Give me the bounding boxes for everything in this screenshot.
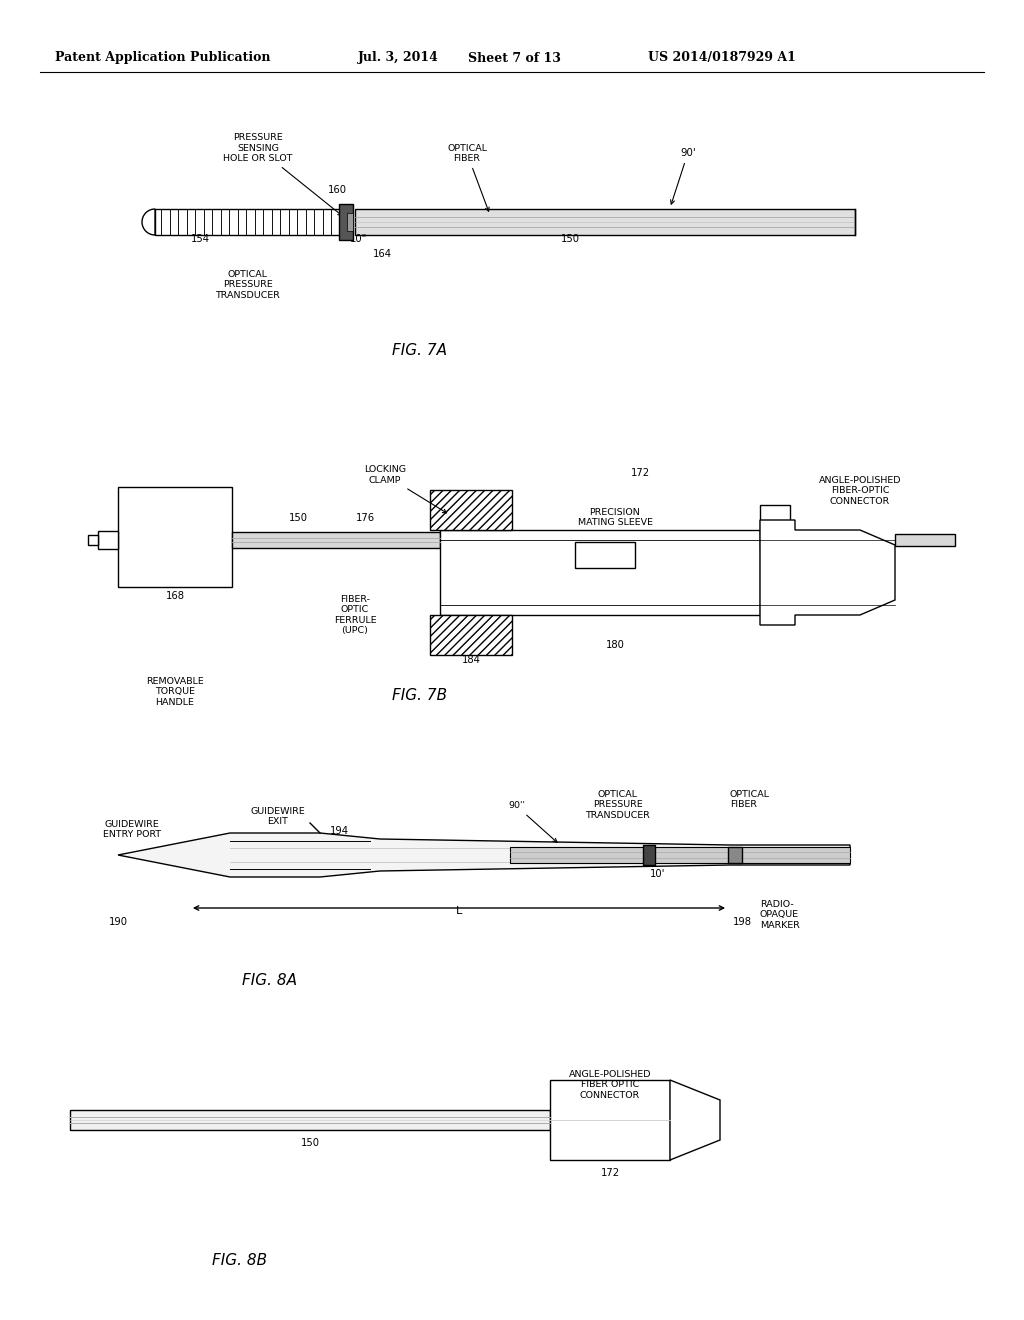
Polygon shape	[760, 520, 895, 624]
Bar	[98, 531, 118, 549]
Bar	[155, 209, 340, 235]
Bar	[895, 535, 955, 546]
Text: OPTICAL
FIBER: OPTICAL FIBER	[447, 144, 489, 211]
Text: PRECISION
MATING SLEEVE: PRECISION MATING SLEEVE	[578, 508, 652, 528]
Text: ANGLE-POLISHED
FIBER-OPTIC
CONNECTOR: ANGLE-POLISHED FIBER-OPTIC CONNECTOR	[819, 477, 901, 506]
Bar	[70, 1110, 550, 1130]
Bar	[440, 531, 760, 615]
Text: 150: 150	[560, 234, 580, 244]
Text: 172: 172	[600, 1168, 620, 1177]
Bar	[118, 487, 232, 587]
Text: 172: 172	[631, 469, 649, 478]
Text: 10": 10"	[350, 234, 368, 244]
Text: GUIDEWIRE
ENTRY PORT: GUIDEWIRE ENTRY PORT	[103, 820, 161, 840]
Text: OPTICAL
PRESSURE
TRANSDUCER: OPTICAL PRESSURE TRANSDUCER	[216, 271, 281, 300]
Text: 160: 160	[328, 185, 346, 195]
Text: US 2014/0187929 A1: US 2014/0187929 A1	[648, 51, 796, 65]
Text: 90'': 90''	[508, 801, 557, 842]
Text: OPTICAL
PRESSURE
TRANSDUCER: OPTICAL PRESSURE TRANSDUCER	[586, 789, 650, 820]
Bar	[339, 205, 353, 240]
Bar	[430, 615, 512, 655]
Bar	[347, 213, 353, 231]
Text: 190: 190	[109, 917, 128, 927]
Text: 184: 184	[462, 655, 480, 665]
Text: 176: 176	[355, 513, 375, 523]
Bar	[510, 847, 850, 863]
Bar	[550, 1080, 670, 1160]
Text: FIG. 7B: FIG. 7B	[392, 688, 447, 704]
Text: GUIDEWIRE
EXIT: GUIDEWIRE EXIT	[251, 807, 305, 826]
Bar	[728, 847, 742, 863]
Text: FIG. 8A: FIG. 8A	[243, 973, 298, 987]
Bar	[232, 532, 440, 548]
Text: 198: 198	[732, 917, 752, 927]
Text: 168: 168	[166, 591, 184, 601]
Polygon shape	[670, 1080, 720, 1160]
Bar	[355, 209, 855, 235]
Text: PRESSURE
SENSING
HOLE OR SLOT: PRESSURE SENSING HOLE OR SLOT	[223, 133, 342, 215]
Text: Patent Application Publication: Patent Application Publication	[55, 51, 270, 65]
Text: FIBER-
OPTIC
FERRULE
(UPC): FIBER- OPTIC FERRULE (UPC)	[334, 595, 376, 635]
Bar	[643, 845, 655, 865]
Text: OPTICAL
FIBER: OPTICAL FIBER	[730, 789, 770, 809]
Text: FIG. 7A: FIG. 7A	[392, 343, 447, 358]
Bar	[430, 490, 512, 531]
Text: 154: 154	[190, 234, 210, 244]
Text: FIG. 8B: FIG. 8B	[212, 1253, 267, 1269]
Text: Sheet 7 of 13: Sheet 7 of 13	[468, 51, 561, 65]
Text: RADIO-
OPAQUE
MARKER: RADIO- OPAQUE MARKER	[760, 900, 800, 929]
Wedge shape	[142, 209, 155, 235]
Text: 150: 150	[300, 1138, 319, 1148]
Text: 150: 150	[289, 513, 307, 523]
Text: LOCKING
CLAMP: LOCKING CLAMP	[364, 465, 446, 513]
Text: REMOVABLE
TORQUE
HANDLE: REMOVABLE TORQUE HANDLE	[146, 677, 204, 706]
Bar	[575, 543, 635, 568]
Text: ANGLE-POLISHED
FIBER OPTIC
CONNECTOR: ANGLE-POLISHED FIBER OPTIC CONNECTOR	[568, 1071, 651, 1100]
Bar	[760, 506, 790, 550]
Text: 194: 194	[330, 826, 349, 836]
Bar	[88, 535, 98, 545]
Text: L: L	[456, 906, 462, 916]
Text: 164: 164	[373, 249, 392, 259]
Polygon shape	[118, 833, 850, 876]
Text: 90': 90'	[671, 148, 695, 205]
Text: Jul. 3, 2014: Jul. 3, 2014	[358, 51, 439, 65]
Text: 180: 180	[605, 640, 625, 649]
Text: 10': 10'	[650, 869, 666, 879]
